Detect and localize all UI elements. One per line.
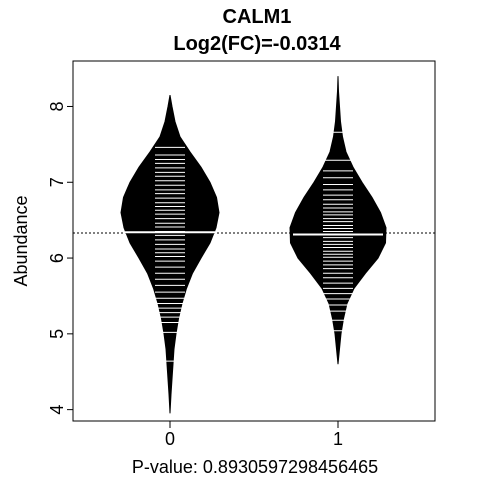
- y-tick-label: 6: [47, 253, 67, 263]
- y-axis: 4 5 6 7 8: [47, 101, 73, 415]
- x-axis-label: P-value: 0.8930597298456465: [132, 457, 378, 477]
- bean-shape-group-0: [120, 95, 220, 414]
- y-tick-label: 4: [47, 405, 67, 415]
- y-tick-label: 5: [47, 329, 67, 339]
- x-tick-label: 1: [333, 429, 343, 449]
- bean-shape-group-1: [289, 76, 387, 365]
- plot-frame: [72, 60, 436, 422]
- chart-title: CALM1: [223, 6, 292, 28]
- y-tick-label: 8: [47, 101, 67, 111]
- y-axis-label: Abundance: [11, 195, 31, 286]
- beans-layer: [73, 76, 435, 414]
- chart-subtitle: Log2(FC)=-0.0314: [173, 33, 341, 55]
- y-tick-label: 7: [47, 177, 67, 187]
- x-tick-label: 0: [165, 429, 175, 449]
